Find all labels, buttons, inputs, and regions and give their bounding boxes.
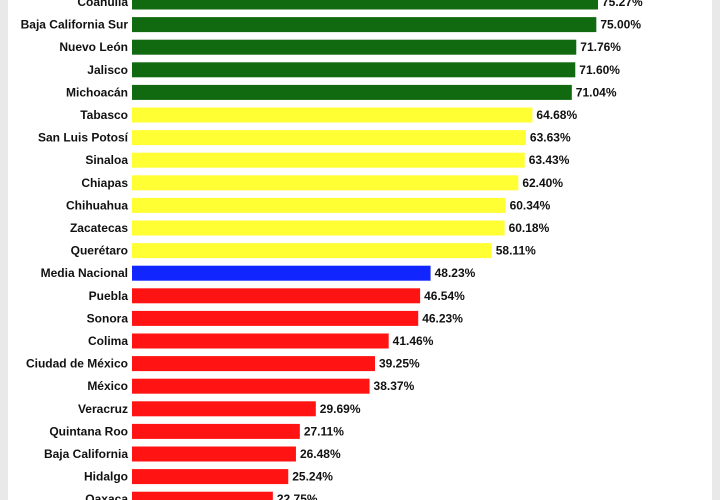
value-label: 29.69% [320,402,361,416]
value-label: 46.54% [424,289,465,303]
bar-row: Hidalgo 25.24% [84,469,333,485]
category-label: Baja California [44,447,128,461]
bar-row: Puebla 46.54% [89,288,465,304]
category-label: México [87,379,128,393]
value-label: 63.43% [529,153,570,167]
value-label: 62.40% [522,176,563,190]
bar [132,107,533,123]
bar [132,333,389,349]
category-label: Querétaro [71,244,128,258]
category-label: Baja California Sur [21,18,129,32]
bar-row: Veracruz 29.69% [78,401,361,417]
bar [132,197,506,213]
category-label: Sonora [87,311,129,325]
value-label: 71.04% [576,85,617,99]
bar [132,243,492,259]
value-label: 60.34% [510,198,551,212]
bar-row: Sinaloa 63.43% [85,152,570,168]
bar [132,175,519,191]
bar [132,288,421,304]
bar-row: Jalisco 71.60% [87,62,620,78]
value-label: 41.46% [393,334,434,348]
value-label: 27.11% [304,424,344,438]
bar [132,62,576,78]
bar-row: Tabasco 64.68% [80,107,577,123]
bar-row: Colima 41.46% [88,333,434,349]
value-label: 22.75% [277,492,318,500]
value-label: 63.63% [530,131,571,145]
value-label: 75.27% [602,0,643,9]
bar-row: Quintana Roo 27.11% [49,423,344,439]
value-label: 58.11% [496,244,536,258]
bar [132,423,300,439]
bar [132,39,577,55]
bar [132,469,289,485]
bar [132,378,370,394]
category-label: Jalisco [87,63,128,77]
bar [132,84,572,100]
bar [132,491,273,500]
value-label: 71.60% [579,63,620,77]
bar-row: Sonora 46.23% [87,310,463,326]
value-label: 75.00% [600,18,641,32]
bar [132,152,525,168]
category-label: Veracruz [78,402,128,416]
value-label: 38.37% [374,379,415,393]
category-label: Hidalgo [84,470,128,484]
bar-row: Baja California 26.48% [44,446,341,462]
bar [132,446,296,462]
bar-row: Oaxaca 22.75% [85,491,318,500]
bar [132,17,597,33]
category-label: San Luis Potosí [38,131,129,145]
bar-row: Querétaro 58.11% [71,243,536,259]
value-label: 39.25% [379,357,420,371]
bar-row: Zacatecas 60.18% [70,220,550,236]
bar-row: Media Nacional 48.23% [41,265,476,281]
bar [132,310,419,326]
category-label: Colima [88,334,128,348]
category-label: Ciudad de México [26,357,128,371]
bar-row: Ciudad de México 39.25% [26,356,420,372]
category-label: Sinaloa [85,153,128,167]
value-label: 46.23% [422,311,463,325]
bar-row: Chihuahua 60.34% [66,197,551,213]
bar [132,130,526,146]
value-label: 26.48% [300,447,341,461]
bar-row: México 38.37% [87,378,415,394]
category-label: Tabasco [80,108,128,122]
category-label: Puebla [89,289,129,303]
category-label: Zacatecas [70,221,128,235]
value-label: 48.23% [435,266,476,280]
bar [132,0,598,10]
value-label: 60.18% [509,221,550,235]
category-label: Chiapas [81,176,128,190]
category-label: Michoacán [66,85,128,99]
bar [132,220,505,236]
bar-row: San Luis Potosí 63.63% [38,130,571,146]
bar [132,265,431,281]
bar-row: Chiapas 62.40% [81,175,563,191]
bar-row: Baja California Sur 75.00% [21,17,641,33]
category-label: Chihuahua [66,198,128,212]
value-label: 25.24% [292,470,333,484]
category-label: Nuevo León [59,40,128,54]
category-label: Quintana Roo [49,424,128,438]
chart-area: Coahuila 75.27% Baja California Sur 75.00% N… [8,0,712,500]
category-label: Oaxaca [85,492,128,500]
category-label: Media Nacional [41,266,128,280]
bar-chart: Coahuila 75.27% Baja California Sur 75.00% N… [21,0,643,500]
bar-row: Coahuila 75.27% [77,0,643,10]
bar [132,356,375,372]
bar-row: Nuevo León 71.76% [59,39,621,55]
bar [132,401,316,417]
category-label: Coahuila [77,0,128,9]
value-label: 71.76% [580,40,621,54]
bar-row: Michoacán 71.04% [66,84,617,100]
value-label: 64.68% [536,108,577,122]
